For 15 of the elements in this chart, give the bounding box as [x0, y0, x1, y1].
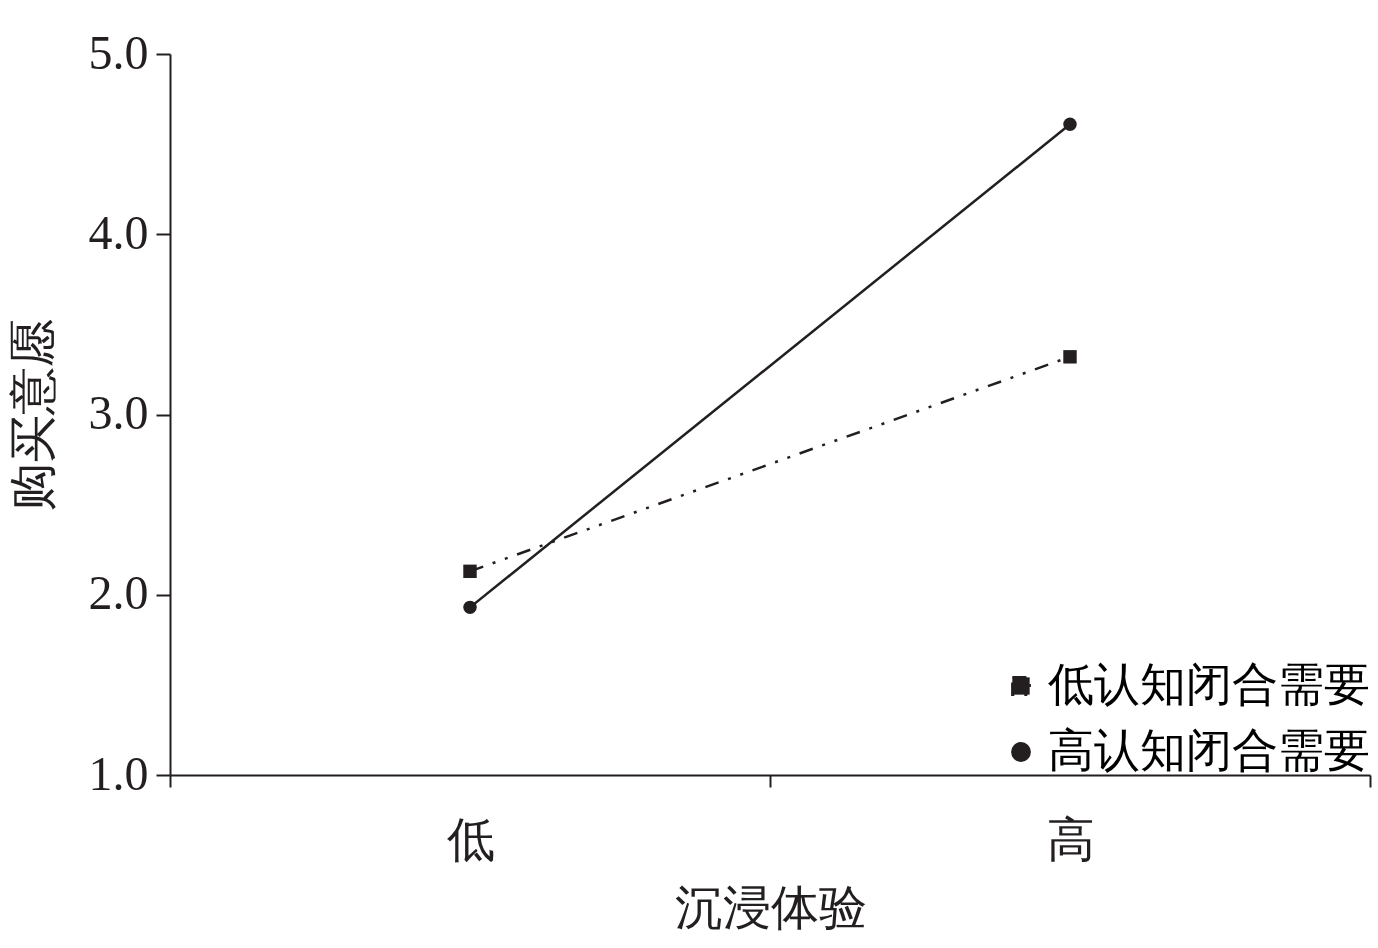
point [1063, 117, 1077, 131]
y-tick-label: 5.0 [88, 25, 149, 79]
x-tick-label: 高 [1046, 812, 1095, 866]
y-tick-label: 1.0 [88, 746, 149, 800]
legend-label: 高认知闭合需要 [1048, 725, 1370, 776]
y-tick-label: 2.0 [88, 566, 149, 620]
x-tick-label: 低 [446, 812, 495, 866]
y-axis-title: 购买意愿 [5, 319, 59, 511]
point [463, 564, 477, 579]
y-tick-label: 3.0 [88, 386, 149, 439]
point [1063, 350, 1077, 364]
x-axis-title: 沉浸体验 [674, 880, 867, 934]
point [463, 600, 477, 615]
legend-label: 低认知闭合需要 [1048, 659, 1370, 710]
y-tick-label: 4.0 [88, 205, 149, 259]
